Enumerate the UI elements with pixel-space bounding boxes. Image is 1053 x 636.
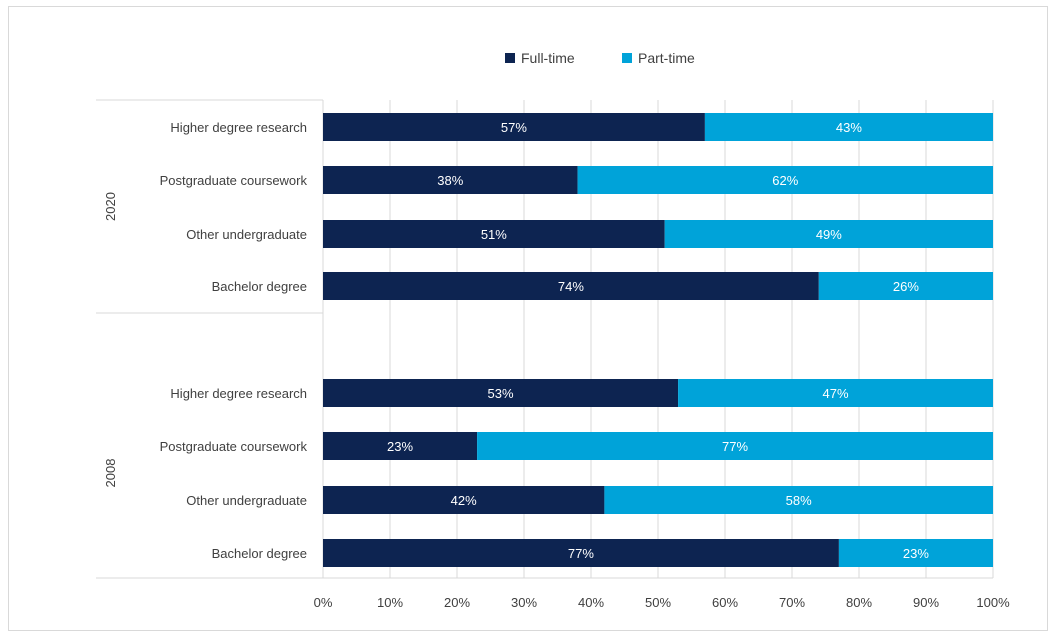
data-label: 62%	[772, 173, 798, 188]
x-tick-label: 40%	[578, 595, 604, 610]
bar-full-time	[323, 113, 705, 141]
x-tick-label: 50%	[645, 595, 671, 610]
x-tick-label: 10%	[377, 595, 403, 610]
group-label: 2020	[103, 192, 118, 221]
category-label: Higher degree research	[170, 120, 307, 135]
data-label: 23%	[903, 546, 929, 561]
bar-full-time	[323, 272, 819, 300]
category-label: Postgraduate coursework	[160, 173, 308, 188]
category-label: Other undergraduate	[186, 227, 307, 242]
category-label: Other undergraduate	[186, 493, 307, 508]
data-label: 47%	[823, 386, 849, 401]
bar-full-time	[323, 166, 578, 194]
category-label: Postgraduate coursework	[160, 439, 308, 454]
data-label: 51%	[481, 227, 507, 242]
category-label: Bachelor degree	[212, 279, 307, 294]
bar-part-time	[704, 113, 993, 141]
bar-full-time	[323, 539, 839, 567]
bar-part-time	[664, 220, 993, 248]
data-label: 77%	[568, 546, 594, 561]
category-label: Higher degree research	[170, 386, 307, 401]
data-label: 26%	[893, 279, 919, 294]
data-label: 58%	[786, 493, 812, 508]
bar-full-time	[323, 379, 679, 407]
bar-part-time	[678, 379, 993, 407]
x-tick-label: 90%	[913, 595, 939, 610]
bar-part-time	[838, 539, 993, 567]
bar-part-time	[818, 272, 993, 300]
legend-swatch	[622, 53, 632, 63]
x-tick-label: 100%	[976, 595, 1010, 610]
data-label: 74%	[558, 279, 584, 294]
legend-label: Full-time	[521, 50, 575, 66]
chart-frame: 57% 43% Higher degree research 38% 62% Postgr…	[8, 6, 1048, 631]
data-label: 53%	[488, 386, 514, 401]
x-tick-label: 20%	[444, 595, 470, 610]
legend-label: Part-time	[638, 50, 695, 66]
data-label: 49%	[816, 227, 842, 242]
legend-swatch	[505, 53, 515, 63]
data-label: 42%	[451, 493, 477, 508]
bar-full-time	[323, 432, 478, 460]
x-tick-label: 70%	[779, 595, 805, 610]
x-tick-label: 80%	[846, 595, 872, 610]
bar-full-time	[323, 486, 605, 514]
bar-part-time	[477, 432, 994, 460]
category-label: Bachelor degree	[212, 546, 307, 561]
bar-part-time	[604, 486, 993, 514]
x-tick-label: 0%	[314, 595, 333, 610]
bar-part-time	[577, 166, 993, 194]
data-label: 23%	[387, 439, 413, 454]
x-tick-label: 30%	[511, 595, 537, 610]
data-label: 38%	[437, 173, 463, 188]
data-label: 43%	[836, 120, 862, 135]
group-label: 2008	[103, 459, 118, 488]
x-tick-label: 60%	[712, 595, 738, 610]
bar-full-time	[323, 220, 665, 248]
data-label: 77%	[722, 439, 748, 454]
stacked-bar-chart: 57% 43% Higher degree research 38% 62% Postgr…	[96, 50, 1010, 610]
data-label: 57%	[501, 120, 527, 135]
